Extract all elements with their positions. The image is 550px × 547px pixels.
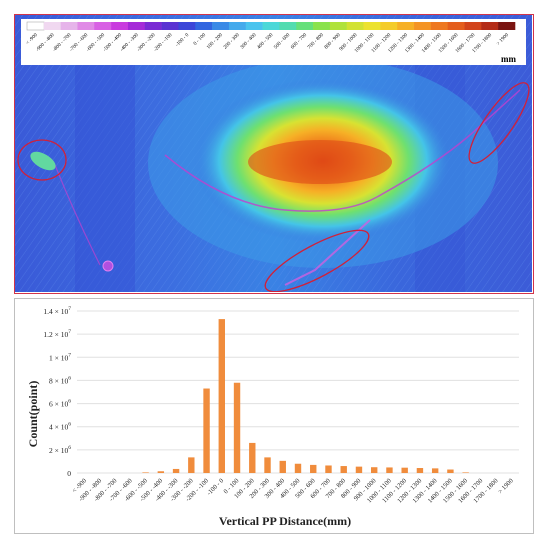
y-tick-label: 0 (67, 469, 71, 478)
colorbar-swatch (414, 22, 432, 30)
y-axis-label: Count(point) (26, 381, 40, 448)
ridge-line-bottom (284, 219, 371, 286)
colorbar-swatch (26, 21, 45, 31)
y-tick-label: 2 × 106 (49, 445, 71, 455)
feature-spot (102, 260, 114, 272)
highlight-ellipse-left (17, 139, 67, 181)
histogram-bar (310, 464, 317, 473)
histogram-bar (157, 471, 165, 473)
colorbar-swatch (498, 22, 516, 30)
histogram-bar (386, 467, 393, 473)
colorbar-swatch (430, 22, 448, 30)
histogram-bar (447, 469, 454, 473)
colorbar-swatch (481, 22, 499, 30)
histogram-bar (279, 460, 286, 473)
colorbar-swatch (178, 22, 196, 30)
colorbar-swatch (228, 22, 247, 30)
colorbar-swatch (262, 22, 280, 30)
highlight-ellipse-bottom (264, 229, 370, 293)
histogram-bar (355, 466, 363, 473)
colorbar-swatch (144, 22, 162, 30)
elevation-map-panel: < -900 -900 - -800 -800 - -700 -700 - -600-… (14, 14, 534, 294)
x-tick-label: -100 - 0 (206, 477, 226, 497)
histogram-bar (142, 472, 149, 473)
y-tick-label: 6 × 106 (49, 399, 71, 409)
histogram-bar (172, 468, 180, 473)
colorbar-swatch (245, 22, 263, 30)
histogram-bar (340, 466, 347, 473)
ridge-line-left (164, 154, 378, 212)
feature-patch-left (30, 151, 56, 171)
histogram-bar (416, 468, 424, 473)
x-tick-label: > 1900 (497, 477, 515, 495)
colorbar-swatch (313, 22, 331, 30)
heat-core (248, 140, 392, 184)
histogram-bar (462, 472, 469, 473)
histogram-bar (203, 388, 210, 473)
histogram-bar (218, 319, 225, 473)
colorbar-swatch (279, 22, 297, 30)
colorbar-swatch (43, 22, 61, 30)
colorbar-swatch (296, 22, 314, 30)
histogram-bar (401, 467, 408, 473)
elevation-map: < -900-900 - -800-800 - -700-700 - -600-… (15, 15, 532, 293)
y-tick-label: 8 × 106 (49, 375, 71, 385)
colorbar-swatch (161, 22, 179, 30)
ridge-line-right (376, 89, 521, 198)
colorbar-unit: mm (501, 54, 516, 64)
colorbar-swatch (380, 22, 398, 30)
colorbar-swatch (346, 22, 364, 30)
histogram-bar (233, 382, 241, 473)
ridge-line-side (54, 164, 101, 266)
histogram-bar (264, 457, 271, 473)
histogram-bar (294, 463, 302, 473)
x-axis-label: Vertical PP Distance(mm) (219, 514, 351, 528)
y-tick-label: 1.2 × 107 (43, 329, 71, 339)
colorbar: < -900-900 - -800-800 - -700-700 - -600-… (21, 19, 526, 65)
colorbar-swatch (329, 22, 348, 30)
y-tick-label: 4 × 106 (49, 422, 71, 432)
colorbar-swatch (77, 22, 95, 30)
colorbar-swatch (397, 22, 415, 30)
colorbar-swatch (363, 22, 381, 30)
histogram-panel: 0 2 × 106 4 × 106 6 × 106 8 × 106 1 × 107 1.2 … (14, 298, 534, 534)
colorbar-swatch (111, 22, 129, 30)
colorbar-swatch (464, 22, 482, 30)
colorbar-swatch (212, 22, 230, 30)
colorbar-swatch (60, 22, 78, 30)
highlight-ellipse-right (468, 82, 530, 164)
colorbar-swatch (195, 22, 213, 30)
map-band-left (75, 65, 135, 292)
histogram-bar (371, 467, 378, 473)
colorbar-swatch (94, 22, 112, 30)
y-tick-label: 1.4 × 107 (43, 306, 71, 316)
colorbar-swatch (447, 22, 465, 30)
histogram-bar (188, 457, 195, 473)
histogram-bar (249, 442, 256, 473)
y-tick-label: 1 × 107 (49, 352, 71, 362)
histogram-bar (325, 465, 332, 473)
histogram-bar (431, 468, 439, 473)
colorbar-swatch (127, 22, 146, 30)
histogram-chart: 0 2 × 106 4 × 106 6 × 106 8 × 106 1 × 107 1.2 … (26, 306, 519, 528)
